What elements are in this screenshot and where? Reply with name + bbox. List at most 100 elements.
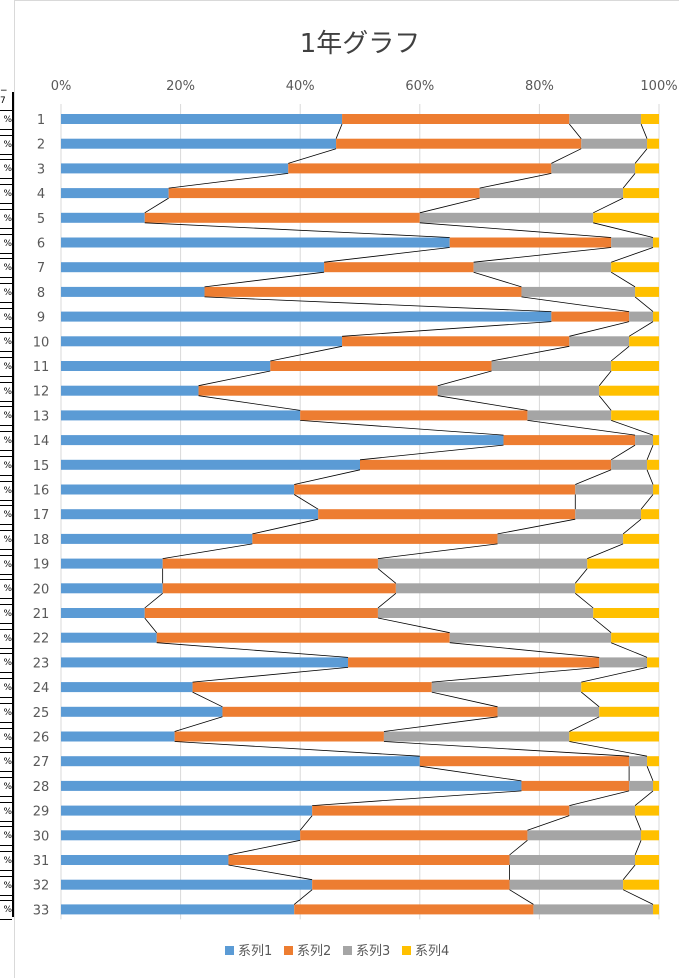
y-tick-label: 30 [33, 829, 50, 844]
bar-segment [641, 509, 659, 520]
connector-line [228, 839, 301, 856]
bar-segment [479, 188, 624, 199]
bar-segment [324, 262, 474, 273]
bar-segment [61, 731, 175, 742]
y-tick-label: 7 [37, 261, 45, 276]
connector-line [593, 222, 654, 238]
legend-swatch [343, 946, 352, 955]
connector-line [622, 864, 636, 880]
connector-line [293, 889, 313, 905]
y-tick-label: 22 [33, 632, 50, 647]
bar-segment [449, 632, 612, 643]
bar-segment [61, 879, 313, 890]
left-strip-cell: % [0, 110, 12, 130]
connector-line [568, 123, 582, 139]
left-strip-cell: % [0, 208, 12, 229]
connector-line [575, 592, 594, 609]
legend-swatch [284, 946, 293, 955]
bar-segment [61, 188, 169, 199]
bar-segment [521, 780, 630, 791]
bar-segment [61, 682, 193, 693]
bar-segment [156, 632, 450, 643]
bar-segment [61, 311, 552, 322]
connector-line [419, 765, 522, 782]
left-strip-cell: % [0, 579, 12, 600]
y-tick-label: 10 [33, 335, 50, 350]
connector-line [294, 469, 361, 485]
connector-line [383, 716, 498, 732]
bar-segment [503, 435, 636, 446]
connector-line [359, 444, 504, 461]
bar-segment [222, 706, 498, 717]
y-tick-label: 17 [33, 508, 50, 523]
connector-line [611, 642, 648, 658]
bar-segment [629, 336, 659, 347]
left-strip-cell: % [0, 332, 12, 353]
bar-segment [629, 756, 648, 767]
connector-line [569, 716, 600, 732]
bar-segment [653, 237, 659, 248]
connector-line [509, 839, 528, 856]
bar-segment [611, 459, 648, 470]
bar-segment [629, 780, 654, 791]
bar-segment [61, 706, 223, 717]
x-tick-label: 100% [640, 79, 677, 94]
connector-line [192, 691, 223, 708]
bar-segment [342, 114, 570, 124]
bar-segment [611, 632, 659, 643]
bar-segment [599, 706, 659, 717]
bar-segment [611, 237, 654, 248]
connector-line [622, 889, 654, 905]
y-tick-label: 6 [37, 237, 45, 252]
y-tick-label: 14 [33, 434, 50, 449]
bar-segment [61, 114, 343, 124]
connector-line [288, 148, 337, 164]
bar-segment [587, 558, 659, 569]
connector-line [610, 345, 630, 362]
connector-line [324, 247, 450, 263]
bar-segment [647, 756, 659, 767]
bar-segment [61, 632, 157, 643]
series-connector-lines [144, 123, 654, 905]
bar-segment [61, 805, 313, 816]
connector-line [622, 173, 636, 189]
bar-segment [61, 262, 325, 273]
bar-segment [228, 855, 510, 865]
bar-segment [360, 459, 612, 470]
bar-segment [569, 336, 630, 347]
bar-segment [599, 385, 659, 396]
connector-line [634, 148, 648, 164]
bar-segment [635, 163, 659, 174]
connector-line [473, 271, 522, 288]
connector-line [574, 568, 588, 584]
bar-segment [61, 509, 319, 520]
y-tick-label: 12 [33, 385, 50, 400]
bar-segment [509, 879, 624, 890]
left-strip-header: − 7 [0, 86, 8, 106]
bar-segment [342, 336, 570, 347]
bar-segment [581, 682, 659, 693]
chart-title: 1年グラフ [300, 29, 421, 59]
bar-segment [61, 286, 205, 297]
bar-segment [144, 608, 378, 618]
connector-line [377, 568, 397, 584]
left-strip-cell: % [0, 307, 12, 328]
y-tick-label: 31 [33, 854, 50, 869]
connector-line [593, 197, 624, 214]
connector-line [377, 617, 450, 634]
legend-swatch [225, 946, 234, 955]
connector-line [377, 592, 397, 609]
bar-segment [623, 879, 659, 890]
left-strip-cell: % [0, 431, 12, 452]
y-tick-label: 9 [37, 311, 45, 326]
bar-segment [61, 163, 289, 174]
left-strip-cell: % [0, 505, 12, 526]
bar-segment [174, 731, 384, 742]
left-strip-cell: % [0, 406, 12, 427]
bar-segment [569, 731, 659, 742]
connector-line [575, 469, 612, 485]
connector-line [598, 395, 612, 411]
bar-segment [61, 558, 163, 569]
left-strip-cell: % [0, 900, 12, 921]
connector-line [192, 667, 349, 683]
